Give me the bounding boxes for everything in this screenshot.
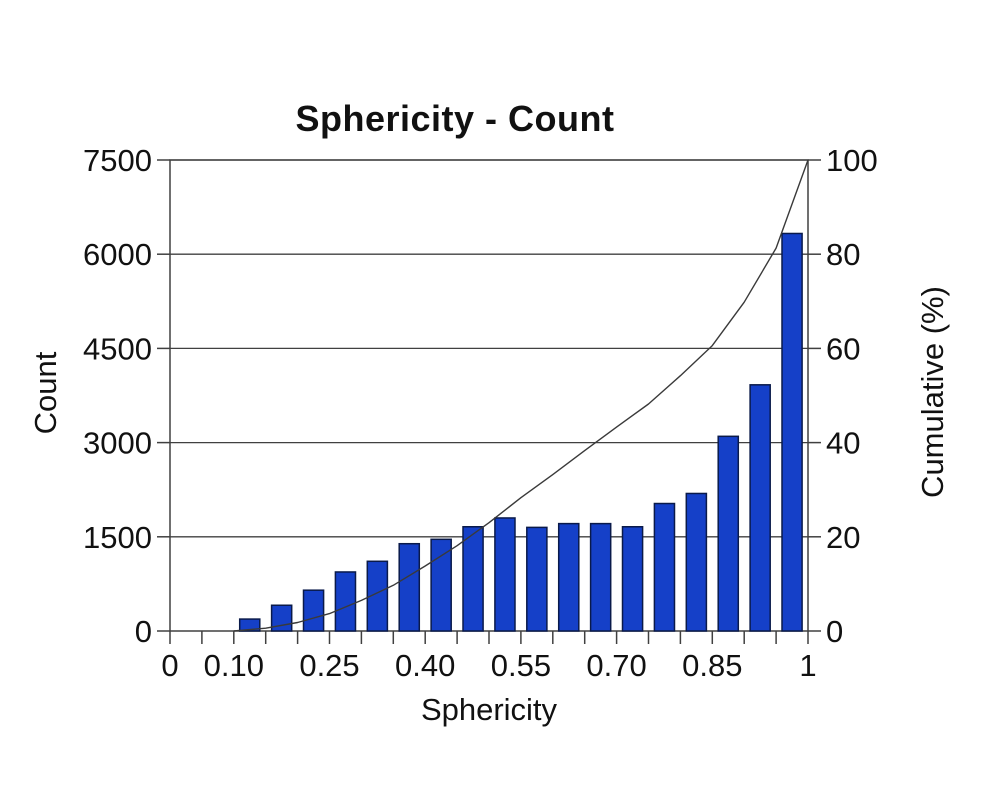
bottom-tick-label: 0.25 bbox=[299, 648, 359, 683]
right-tick-label: 60 bbox=[826, 331, 860, 366]
bar bbox=[589, 522, 612, 632]
bottom-tick-label: 0.40 bbox=[395, 648, 455, 683]
bar bbox=[494, 517, 516, 632]
bar bbox=[685, 492, 708, 632]
bottom-tick-label: 0.55 bbox=[491, 648, 551, 683]
left-tick-label: 6000 bbox=[83, 237, 152, 272]
bottom-tick-label: 0.70 bbox=[586, 648, 646, 683]
left-tick-label: 4500 bbox=[83, 331, 152, 366]
bar bbox=[398, 542, 421, 632]
right-tick-label: 80 bbox=[826, 237, 860, 272]
bar bbox=[238, 618, 261, 632]
right-tick-label: 20 bbox=[826, 520, 860, 555]
bottom-tick-label: 0 bbox=[161, 648, 178, 683]
bottom-tick-label: 0.10 bbox=[204, 648, 264, 683]
bar bbox=[717, 435, 740, 632]
bar bbox=[653, 502, 676, 632]
bar bbox=[781, 232, 803, 632]
right-tick-label: 40 bbox=[826, 426, 860, 461]
cumulative-line bbox=[233, 159, 809, 632]
x-axis-label: Sphericity bbox=[420, 692, 558, 727]
bar bbox=[462, 526, 484, 632]
bottom-tick-label: 1 bbox=[799, 648, 816, 683]
plot-border bbox=[169, 159, 809, 632]
bar bbox=[302, 589, 325, 632]
bar bbox=[557, 522, 580, 632]
bar bbox=[334, 571, 357, 632]
bar bbox=[526, 526, 548, 632]
chart-title: Sphericity - Count bbox=[295, 98, 615, 139]
right-tick-label: 100 bbox=[826, 143, 878, 178]
bar bbox=[430, 538, 452, 632]
left-tick-label: 1500 bbox=[83, 520, 152, 555]
left-tick-label: 7500 bbox=[83, 143, 152, 178]
left-tick-label: 0 bbox=[135, 614, 152, 649]
bar bbox=[749, 384, 771, 632]
bar bbox=[366, 560, 389, 632]
left-tick-label: 3000 bbox=[83, 426, 152, 461]
right-tick-label: 0 bbox=[826, 614, 843, 649]
bar bbox=[621, 526, 644, 632]
bottom-tick-label: 0.85 bbox=[682, 648, 742, 683]
